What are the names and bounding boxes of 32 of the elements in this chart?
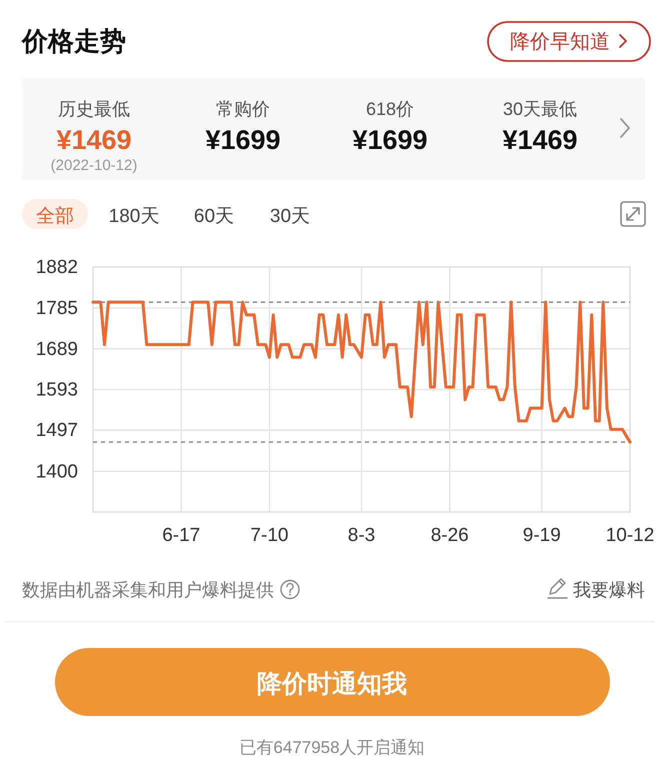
text: 常购价 xyxy=(216,99,270,119)
text: 已有6477958人开启通知 xyxy=(239,738,425,757)
chart-title: 价格走势 xyxy=(21,26,126,56)
text: (2022-10-12) xyxy=(50,157,138,174)
x-tick-label: 7-10 xyxy=(250,525,288,546)
x-tick-label: 9-19 xyxy=(522,525,561,546)
text: 30天 xyxy=(270,206,310,227)
y-tick-label: 1497 xyxy=(36,420,78,441)
x-tick-label: 6-17 xyxy=(162,525,200,546)
x-tick-label: 10-12 xyxy=(606,525,654,546)
text: ¥1699 xyxy=(205,125,281,155)
y-tick-label: 1400 xyxy=(36,460,78,482)
text: 60天 xyxy=(194,206,234,227)
text: 我要爆料 xyxy=(573,580,645,600)
text: 降价时通知我 xyxy=(257,670,407,698)
y-tick-label: 1689 xyxy=(36,338,78,360)
text: 降价早知道 xyxy=(510,31,610,53)
y-tick-label: 1882 xyxy=(36,256,78,278)
text: ¥1469 xyxy=(56,125,132,155)
x-tick-label: 8-3 xyxy=(348,525,376,546)
text: ¥1699 xyxy=(352,125,428,155)
text: 数据由机器采集和用户爆料提供 xyxy=(22,580,274,600)
text: 历史最低 xyxy=(58,99,130,119)
x-tick-label: 8-26 xyxy=(430,525,469,546)
y-tick-label: 1593 xyxy=(36,379,78,400)
text: ¥1469 xyxy=(502,125,578,155)
text: 618价 xyxy=(366,99,414,119)
text: 180天 xyxy=(108,206,160,227)
line-series xyxy=(92,300,632,444)
y-tick-label: 1785 xyxy=(36,298,78,319)
text: 30天最低 xyxy=(502,99,578,119)
text: 全部 xyxy=(36,205,74,227)
